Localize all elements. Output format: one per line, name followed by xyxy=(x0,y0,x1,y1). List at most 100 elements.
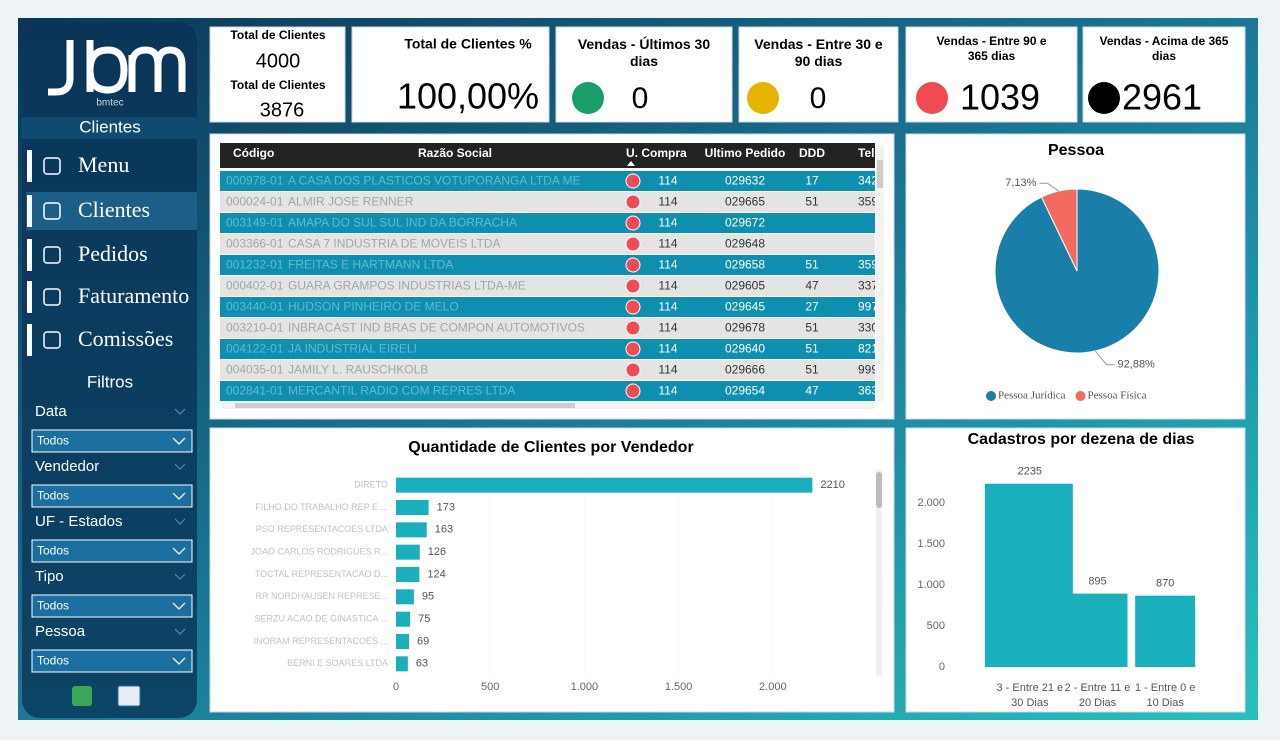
status-dot xyxy=(625,236,641,252)
table-cell: JA INDUSTRIAL EIRELI xyxy=(288,342,417,356)
menu-indicator xyxy=(27,281,32,313)
filter-label: UF - Estados xyxy=(35,513,123,530)
menu-indicator xyxy=(27,195,32,227)
table-cell: 029605 xyxy=(725,279,765,293)
table-cell: JAMILY L. RAUSCHKOLB xyxy=(288,363,428,377)
y-tick-label: 2.000 xyxy=(917,497,945,509)
menu-item[interactable]: Pedidos xyxy=(78,241,148,266)
y-tick-label: FILHO DO TRABALHO REP E ... xyxy=(255,502,388,512)
y-tick-label: JOAO CARLOS RODRIGUES R... xyxy=(250,547,388,557)
filter-label: Vendedor xyxy=(35,458,99,475)
leader-line xyxy=(1094,350,1115,366)
table-cell: A CASA DOS PLASTICOS VOTUPORANGA LTDA ME xyxy=(288,174,581,188)
column-header: Razão Social xyxy=(418,146,492,160)
table-cell: 029645 xyxy=(725,300,765,314)
kpi-value: 0 xyxy=(632,82,649,115)
chevron xyxy=(172,602,186,610)
table-cell: 51 xyxy=(805,363,819,377)
table-cell: 003149-01 xyxy=(226,216,284,230)
chart-title: Cadastros por dezena de dias xyxy=(968,431,1195,448)
y-tick-label: 1.500 xyxy=(917,538,945,550)
table-cell: 029658 xyxy=(725,258,765,272)
bar xyxy=(396,500,429,515)
column-header: Ultimo Pedido xyxy=(705,146,786,160)
kpi-value: 0 xyxy=(810,82,827,115)
leader-line xyxy=(1039,182,1060,192)
kpi-title: Total de Clientes xyxy=(230,78,325,92)
table-row xyxy=(220,276,875,296)
table-cell: 27 xyxy=(805,300,819,314)
table-row xyxy=(220,234,875,254)
dropdown-value: Todos xyxy=(37,544,69,558)
dropdown[interactable] xyxy=(31,539,193,563)
column-header: DDD xyxy=(799,146,825,160)
table-cell: GUARA GRAMPOS INDUSTRIAS LTDA-ME xyxy=(288,279,526,293)
data-label: 126 xyxy=(428,546,446,558)
dropdown[interactable] xyxy=(31,429,193,453)
status-dot xyxy=(625,173,641,189)
y-tick-label: 0 xyxy=(939,661,945,673)
status-dot xyxy=(572,82,604,114)
table-cell: 359 xyxy=(858,195,878,209)
table-cell: AMAPA DO SUL SUL IND DA BORRACHA xyxy=(288,216,517,230)
menu-item[interactable]: Menu xyxy=(78,152,129,177)
table-cell: 337 xyxy=(858,279,878,293)
table-cell: 330 xyxy=(858,321,878,335)
x-tick-label: 1.000 xyxy=(571,681,599,693)
table-cell: 003440-01 xyxy=(226,300,284,314)
table-cell: 17 xyxy=(805,174,819,188)
column-header: U. Compra xyxy=(626,146,687,160)
table-cell: INBRACAST IND BRAS DE COMPON AUTOMOTIVOS xyxy=(288,321,585,335)
chevron xyxy=(172,547,186,555)
chevron xyxy=(174,518,186,525)
data-label: 7,13% xyxy=(1005,177,1036,189)
table: Código Razão Social U. Compra Ultimo Pedido… xyxy=(220,143,878,401)
data-label: 163 xyxy=(435,524,453,536)
logo xyxy=(48,40,186,96)
kpi-title: Total de Clientes % xyxy=(404,36,532,52)
bar xyxy=(396,544,420,560)
bar xyxy=(984,483,1073,667)
kpi-title: Vendas - Acima de 365 dias xyxy=(1100,34,1229,63)
status-dot xyxy=(625,257,641,273)
menu-item[interactable]: Comissões xyxy=(78,326,173,351)
kpi-value: 2961 xyxy=(1122,77,1202,118)
panel xyxy=(905,427,1246,713)
table-cell: 51 xyxy=(805,195,819,209)
dropdown[interactable] xyxy=(31,594,193,618)
menu-icon xyxy=(43,288,61,306)
table-row xyxy=(220,297,875,317)
table-row xyxy=(220,171,875,191)
status-dot xyxy=(625,320,641,336)
chart-title: Quantidade de Clientes por Vendedor xyxy=(408,439,693,456)
table-cell: 359 xyxy=(858,258,878,272)
table-cell: 114 xyxy=(658,363,677,377)
dropdown[interactable] xyxy=(31,484,193,508)
bar xyxy=(396,656,408,672)
menu-item[interactable]: Clientes xyxy=(78,197,150,222)
status-dot xyxy=(916,82,948,114)
table-cell: 002841-01 xyxy=(226,384,284,398)
dropdown[interactable] xyxy=(31,649,193,673)
report-icon[interactable] xyxy=(117,685,141,707)
table-cell: 363 xyxy=(858,384,878,398)
table-cell: 342 xyxy=(858,174,878,188)
menu-active xyxy=(26,192,197,230)
table-cell: 51 xyxy=(805,258,819,272)
table-cell: 47 xyxy=(805,279,819,293)
menu-icon xyxy=(43,331,61,349)
table-cell: 114 xyxy=(658,195,677,209)
table-row xyxy=(220,255,875,275)
data-label: 895 xyxy=(1088,576,1106,588)
sort-arrow xyxy=(627,161,635,166)
scroll-thumb xyxy=(876,472,882,508)
menu-indicator xyxy=(27,239,32,271)
menu-item[interactable]: Faturamento xyxy=(78,283,189,308)
chevron xyxy=(174,408,186,415)
table-cell: 51 xyxy=(805,321,819,335)
table-cell: 004122-01 xyxy=(226,342,284,356)
table-cell: 821 xyxy=(858,342,878,356)
maps-icon[interactable] xyxy=(72,686,92,706)
y-tick-label: 500 xyxy=(927,620,945,632)
